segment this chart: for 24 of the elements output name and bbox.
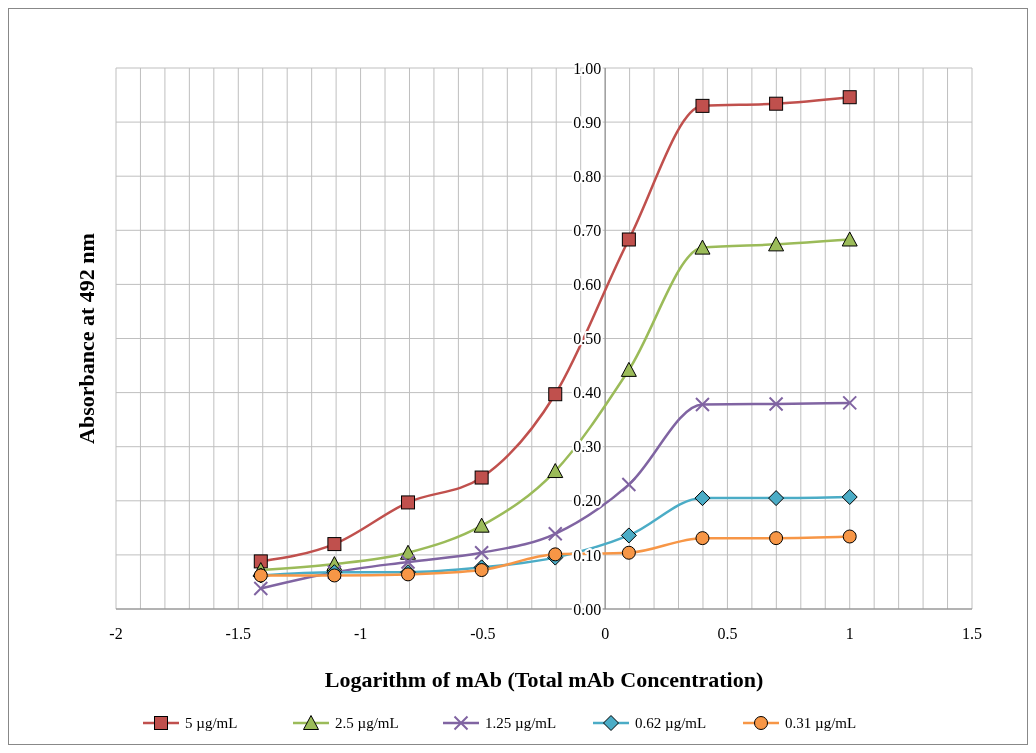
y-axis-title: Absorbance at 492 nm — [74, 233, 99, 444]
y-tick-label: 0.40 — [573, 384, 602, 402]
legend-label: 0.31 µg/mL — [785, 715, 857, 732]
y-tick-label: 0.00 — [573, 600, 602, 618]
x-tick-label: -1.5 — [225, 625, 251, 642]
legend-label: 5 µg/mL — [185, 715, 238, 732]
x-tick-label: -1 — [353, 625, 368, 642]
y-tick-label: 0.60 — [573, 276, 602, 293]
x-tick-label: -2 — [109, 625, 123, 642]
y-tick-label: 0.20 — [573, 492, 602, 510]
x-tick-label: -0.5 — [470, 625, 496, 642]
legend-label: 1.25 µg/mL — [485, 715, 557, 732]
y-tick-label: 0.80 — [573, 167, 602, 185]
x-tick-label: 1.5 — [962, 625, 982, 642]
x-tick-label: 0.5 — [717, 625, 738, 642]
x-axis-title: Logarithm of mAb (Total mAb Concentration) — [324, 667, 764, 692]
y-tick-label: 0.70 — [573, 221, 602, 239]
y-tick-label: 0.30 — [573, 438, 602, 456]
legend-label: 0.62 µg/mL — [635, 715, 707, 732]
y-tick-label: 0.90 — [573, 113, 602, 131]
x-tick-label: 0 — [601, 625, 610, 642]
legend-label: 2.5 µg/mL — [335, 715, 399, 732]
y-tick-label: 1.00 — [573, 59, 602, 77]
x-tick-label: 1 — [845, 625, 854, 642]
